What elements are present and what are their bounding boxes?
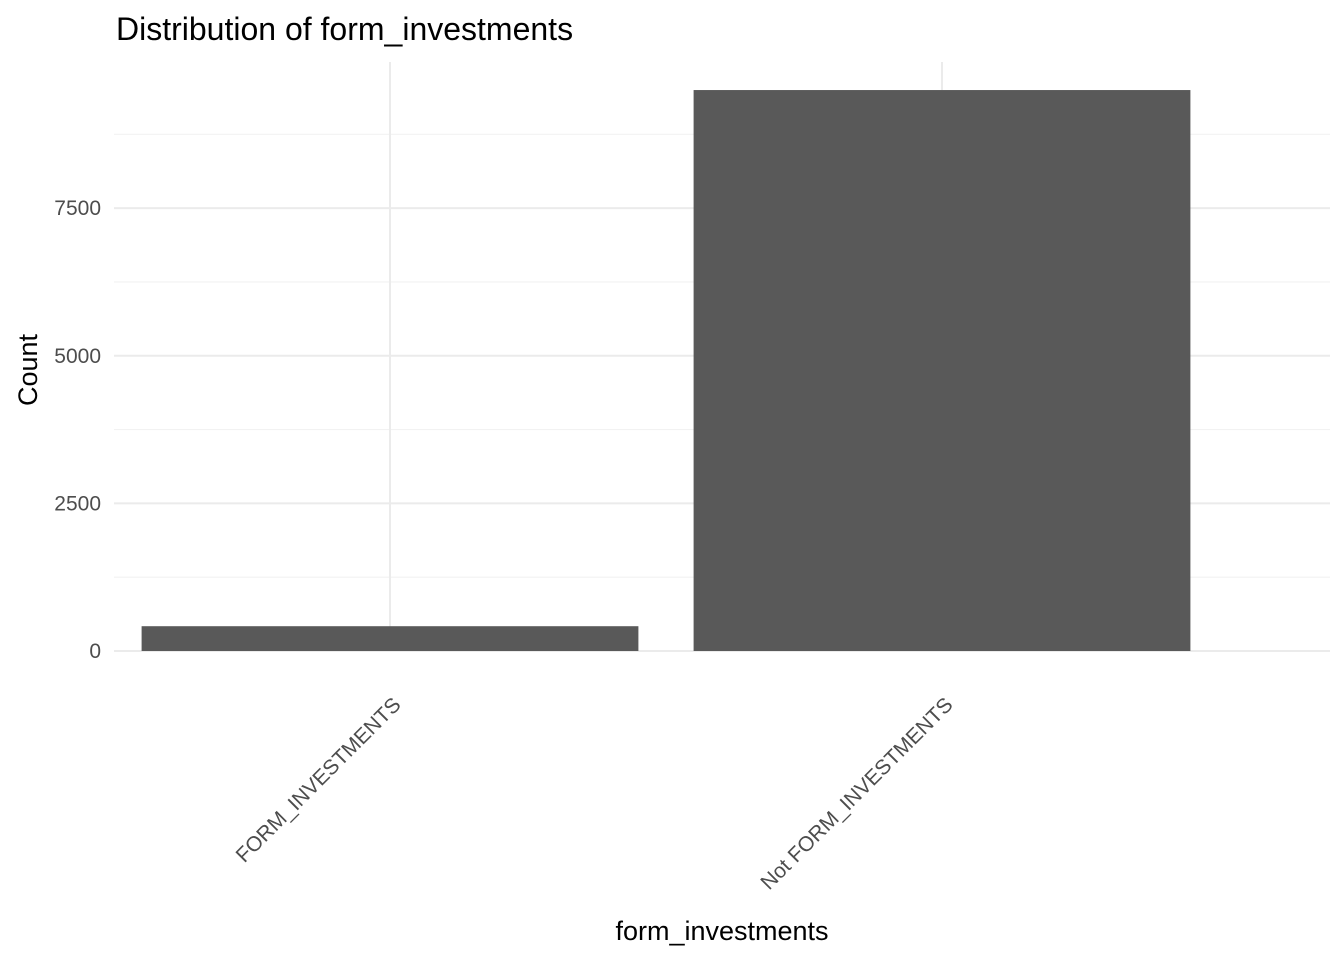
- x-axis-ticks: FORM_INVESTMENTS Not FORM_INVESTMENTS: [232, 693, 958, 894]
- bar: [141, 626, 639, 651]
- y-tick-label: 7500: [54, 197, 101, 220]
- chart-title: Distribution of form_investments: [116, 11, 573, 47]
- y-axis-title: Count: [13, 333, 43, 406]
- y-tick-label: 0: [89, 640, 101, 663]
- y-axis-ticks: 0 2500 5000 7500: [54, 197, 101, 663]
- bar: [693, 90, 1191, 652]
- y-tick-label: 5000: [54, 345, 101, 368]
- x-tick-label: FORM_INVESTMENTS: [232, 693, 406, 867]
- y-tick-label: 2500: [54, 492, 101, 515]
- x-tick-label: Not FORM_INVESTMENTS: [756, 693, 957, 894]
- x-axis-title: form_investments: [615, 916, 828, 946]
- bars: [141, 90, 1191, 652]
